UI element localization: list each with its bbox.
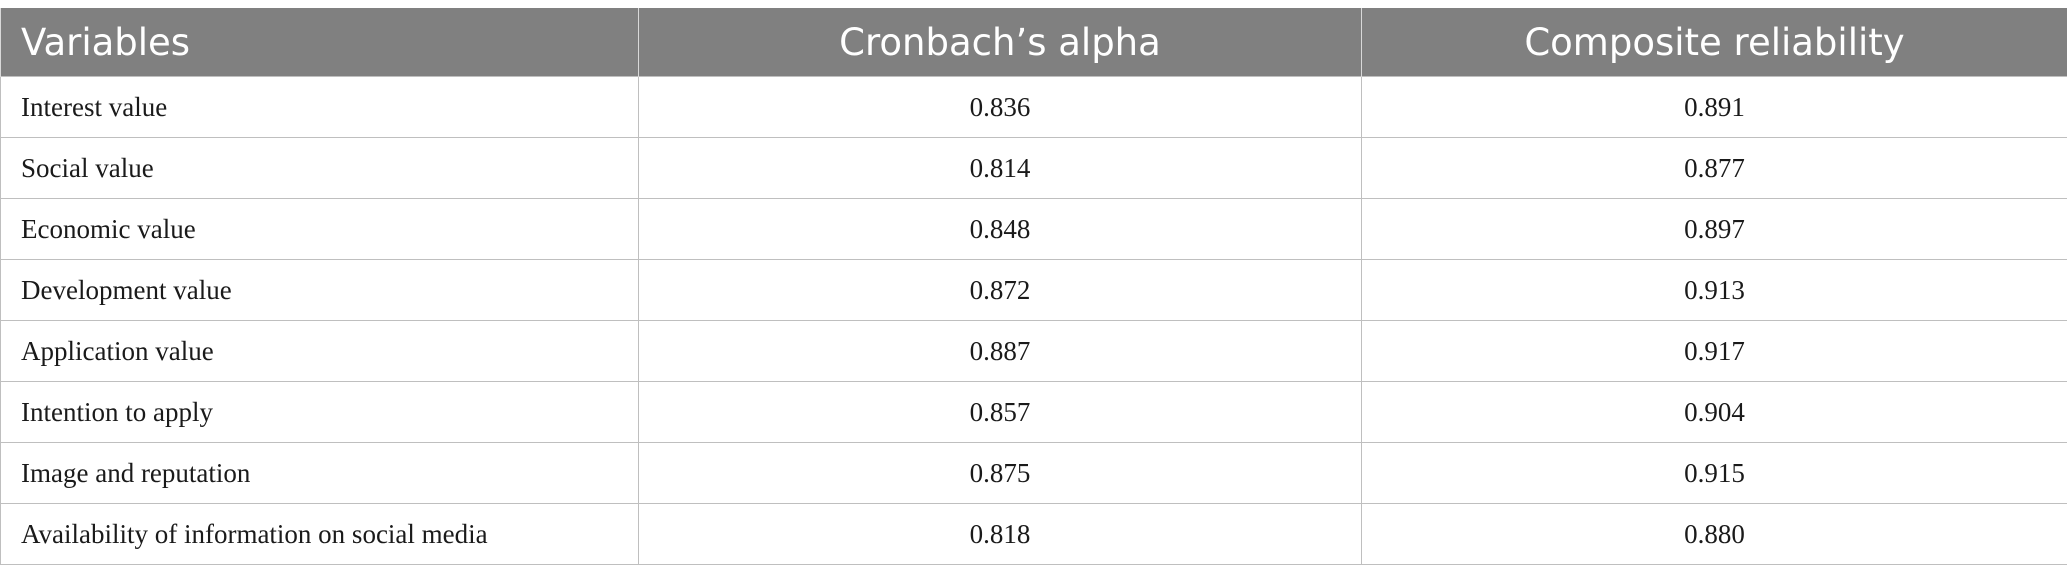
table-row: Interest value 0.836 0.891 — [0, 76, 2067, 138]
composite-cell: 0.877 — [1361, 137, 2067, 199]
table-row: Economic value 0.848 0.897 — [0, 198, 2067, 260]
table-row: Development value 0.872 0.913 — [0, 259, 2067, 321]
composite-cell: 0.897 — [1361, 198, 2067, 260]
variable-cell: Social value — [0, 137, 639, 199]
table-row: Application value 0.887 0.917 — [0, 320, 2067, 382]
table-header: Variables Cronbach’s alpha Composite rel… — [0, 8, 2067, 77]
alpha-cell: 0.857 — [638, 381, 1362, 443]
composite-cell: 0.917 — [1361, 320, 2067, 382]
variable-cell: Development value — [0, 259, 639, 321]
alpha-cell: 0.814 — [638, 137, 1362, 199]
reliability-table-container: Variables Cronbach’s alpha Composite rel… — [0, 8, 2067, 565]
composite-cell: 0.913 — [1361, 259, 2067, 321]
alpha-cell: 0.872 — [638, 259, 1362, 321]
alpha-cell: 0.887 — [638, 320, 1362, 382]
variable-cell: Application value — [0, 320, 639, 382]
reliability-table: Variables Cronbach’s alpha Composite rel… — [0, 8, 2067, 565]
table-row: Image and reputation 0.875 0.915 — [0, 442, 2067, 504]
composite-cell: 0.880 — [1361, 503, 2067, 565]
table-row: Social value 0.814 0.877 — [0, 137, 2067, 199]
alpha-cell: 0.836 — [638, 76, 1362, 138]
table-row: Availability of information on social me… — [0, 503, 2067, 565]
table-row: Intention to apply 0.857 0.904 — [0, 381, 2067, 443]
header-variables: Variables — [0, 8, 639, 77]
table-body: Interest value 0.836 0.891 Social value … — [0, 76, 2067, 565]
alpha-cell: 0.848 — [638, 198, 1362, 260]
header-row: Variables Cronbach’s alpha Composite rel… — [0, 8, 2067, 77]
header-cronbachs-alpha: Cronbach’s alpha — [638, 8, 1362, 77]
header-composite-reliability: Composite reliability — [1361, 8, 2067, 77]
alpha-cell: 0.875 — [638, 442, 1362, 504]
variable-cell: Economic value — [0, 198, 639, 260]
composite-cell: 0.915 — [1361, 442, 2067, 504]
variable-cell: Availability of information on social me… — [0, 503, 639, 565]
composite-cell: 0.904 — [1361, 381, 2067, 443]
alpha-cell: 0.818 — [638, 503, 1362, 565]
variable-cell: Image and reputation — [0, 442, 639, 504]
variable-cell: Intention to apply — [0, 381, 639, 443]
variable-cell: Interest value — [0, 76, 639, 138]
composite-cell: 0.891 — [1361, 76, 2067, 138]
